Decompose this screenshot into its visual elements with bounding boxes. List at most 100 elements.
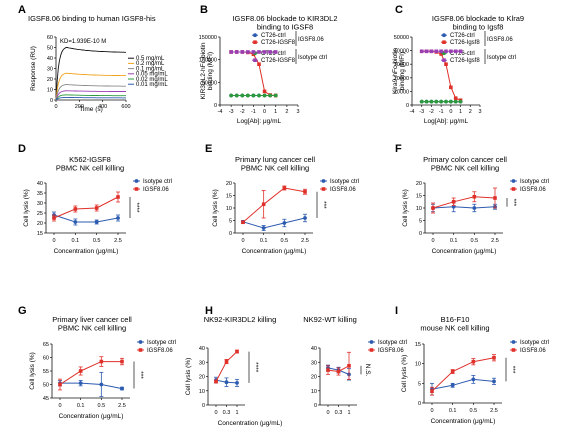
panel-d-title: PBMC NK cell killing	[56, 164, 124, 173]
panel-e-y-tick-label: 0	[229, 231, 232, 237]
panel-d-title: K562-IGSF8	[69, 155, 111, 164]
panel-label-d: D	[18, 143, 26, 155]
panel-c-data-point	[439, 99, 444, 104]
panel-i-x-tick-label: 2.5	[490, 408, 498, 414]
panel-e-data-point	[261, 202, 266, 207]
panel-c-x-tick-label: -2	[429, 109, 434, 115]
panel-i-legend-label: Isotype ctrl	[520, 340, 549, 346]
panel-a-y-tick-label: 50	[47, 46, 53, 52]
panel-f-data-point	[431, 206, 435, 210]
panel-b-y-tick-label: 100000	[199, 58, 217, 64]
panel-c-data-point	[439, 52, 443, 56]
panel-c-data-point	[444, 49, 448, 54]
panel-c-y-tick-label: 50000	[394, 35, 409, 41]
panel-e-series-line-2	[242, 187, 306, 223]
panel-h2-data-point	[347, 364, 351, 368]
panel-e-y-tick-label: 10	[226, 206, 232, 212]
panel-c-x-tick-label: 0	[449, 109, 452, 115]
panel-b-legend-marker	[253, 40, 257, 44]
panel-a-y-tick-label: 0	[50, 98, 53, 104]
panel-c-x-tick-label: -3	[419, 109, 424, 115]
panel-d-x-tick-label: 0.1	[72, 238, 80, 244]
panel-g-y-label: Cell lysis (%)	[29, 352, 36, 390]
panel-a-x-tick-label: 0	[54, 104, 57, 110]
panel-i-y-tick-label: 5	[418, 381, 421, 387]
panel-h-y-tick-label: 30	[199, 360, 205, 366]
panel-h2-legend-label: Isotype ctrl	[378, 340, 407, 346]
panel-e-x-tick-label: 0	[241, 238, 244, 244]
panel-b-data-point	[262, 93, 267, 98]
panel-c-x-tick-label: 2	[469, 109, 472, 115]
panel-e-data-point	[261, 226, 266, 230]
panel-a-y-label: Response (RU)	[30, 46, 37, 91]
panel-a-y-tick-label: 30	[47, 67, 53, 73]
panel-label-b: B	[200, 4, 208, 16]
panel-h2-x-tick-label: 0	[326, 410, 329, 416]
panel-b-data-point	[234, 50, 239, 54]
panel-d-x-label: Concentration (μg/mL)	[54, 248, 119, 255]
panel-c-data-point	[444, 99, 448, 104]
panel-d-y-tick-label: 30	[37, 201, 43, 207]
panel-h2-y-tick-label: 10	[311, 389, 317, 395]
panel-b-data-point	[268, 93, 273, 98]
panel-c-data-point	[419, 99, 424, 104]
panel-c-legend-label: CT26-ctrl	[450, 51, 475, 57]
panel-b-x-label: Log[Ab]: μg/mL	[237, 118, 282, 125]
panel-e-y-label: Cell lysis (%)	[212, 189, 219, 227]
panel-e-data-point	[241, 220, 245, 225]
panel-c-data-point	[434, 49, 439, 54]
panel-b-legend-group: IGSF8.06	[298, 37, 324, 43]
panel-c-title: binding to Igsf8	[453, 23, 504, 32]
panel-b-legend-label: CT26-IGSF8	[261, 58, 296, 64]
panel-c-y-tick-label: 40000	[394, 49, 409, 55]
panel-d-x-tick-label: 0	[52, 238, 55, 244]
panel-h-x-tick-label: 0	[214, 410, 217, 416]
panel-a-x-tick-label: 200	[75, 104, 84, 110]
panel-i-title: mouse NK cell killing	[420, 324, 489, 333]
panel-d-data-point	[116, 195, 120, 199]
panel-c-legend-marker	[442, 58, 446, 62]
panel-d-significance-label: ****	[133, 202, 140, 213]
panel-f-y-tick-label: 20	[416, 181, 422, 187]
panel-b-data-point	[251, 50, 256, 54]
panel-a-legend-label: 0.02 mg/mL	[136, 77, 168, 83]
panel-g-data-point	[120, 359, 124, 364]
panel-h2-data-point	[326, 368, 330, 372]
panel-c-legend-marker	[442, 40, 446, 44]
panel-a-y-tick-label: 60	[47, 35, 53, 41]
panel-f-significance-label: ***	[510, 199, 517, 207]
panel-g-legend-label: IGSF8.06	[147, 348, 173, 354]
panel-label-a: A	[18, 4, 26, 16]
panel-h-y-tick-label: 20	[199, 375, 205, 381]
panel-i-y-tick-label: 10	[415, 362, 421, 368]
panel-f-series-line-1	[432, 206, 496, 209]
panel-g-legend-label: Isotype ctrl	[147, 340, 176, 346]
panel-d-y-tick-label: 40	[37, 181, 43, 187]
panel-d-data-point	[116, 216, 120, 220]
panel-e-legend-label: IGSF8.06	[330, 187, 356, 193]
panel-b-y-tick-label: 50000	[202, 80, 217, 86]
panel-f-data-point	[472, 206, 477, 210]
panel-b-data-point	[273, 93, 278, 98]
panel-e-significance-label: ***	[320, 201, 327, 209]
panel-f-y-tick-label: 15	[416, 194, 422, 200]
panel-c-legend-group: IGSF8.06	[487, 37, 513, 43]
panel-b-data-point	[245, 93, 250, 98]
panel-h-x-tick-label: 1	[235, 410, 238, 416]
panel-i-data-point	[450, 369, 455, 374]
panel-c-data-point	[453, 96, 458, 100]
panel-h-data-point	[235, 381, 239, 385]
panel-a-annotation: KD=1.939E-10 M	[60, 39, 106, 45]
panel-b-x-tick-label: -3	[229, 109, 234, 115]
panel-d-data-point	[73, 220, 78, 224]
panel-b-y-label: binding (MFI)	[207, 52, 214, 90]
panel-d-x-tick-label: 0.5	[93, 238, 101, 244]
panel-a-series-line-6	[55, 96, 126, 101]
panel-a-legend-label: 0.2 mg/mL	[136, 61, 165, 67]
panel-f-x-tick-label: 0	[431, 238, 434, 244]
panel-d-x-tick-label: 2.5	[114, 238, 122, 244]
panel-f-data-point	[472, 194, 477, 199]
